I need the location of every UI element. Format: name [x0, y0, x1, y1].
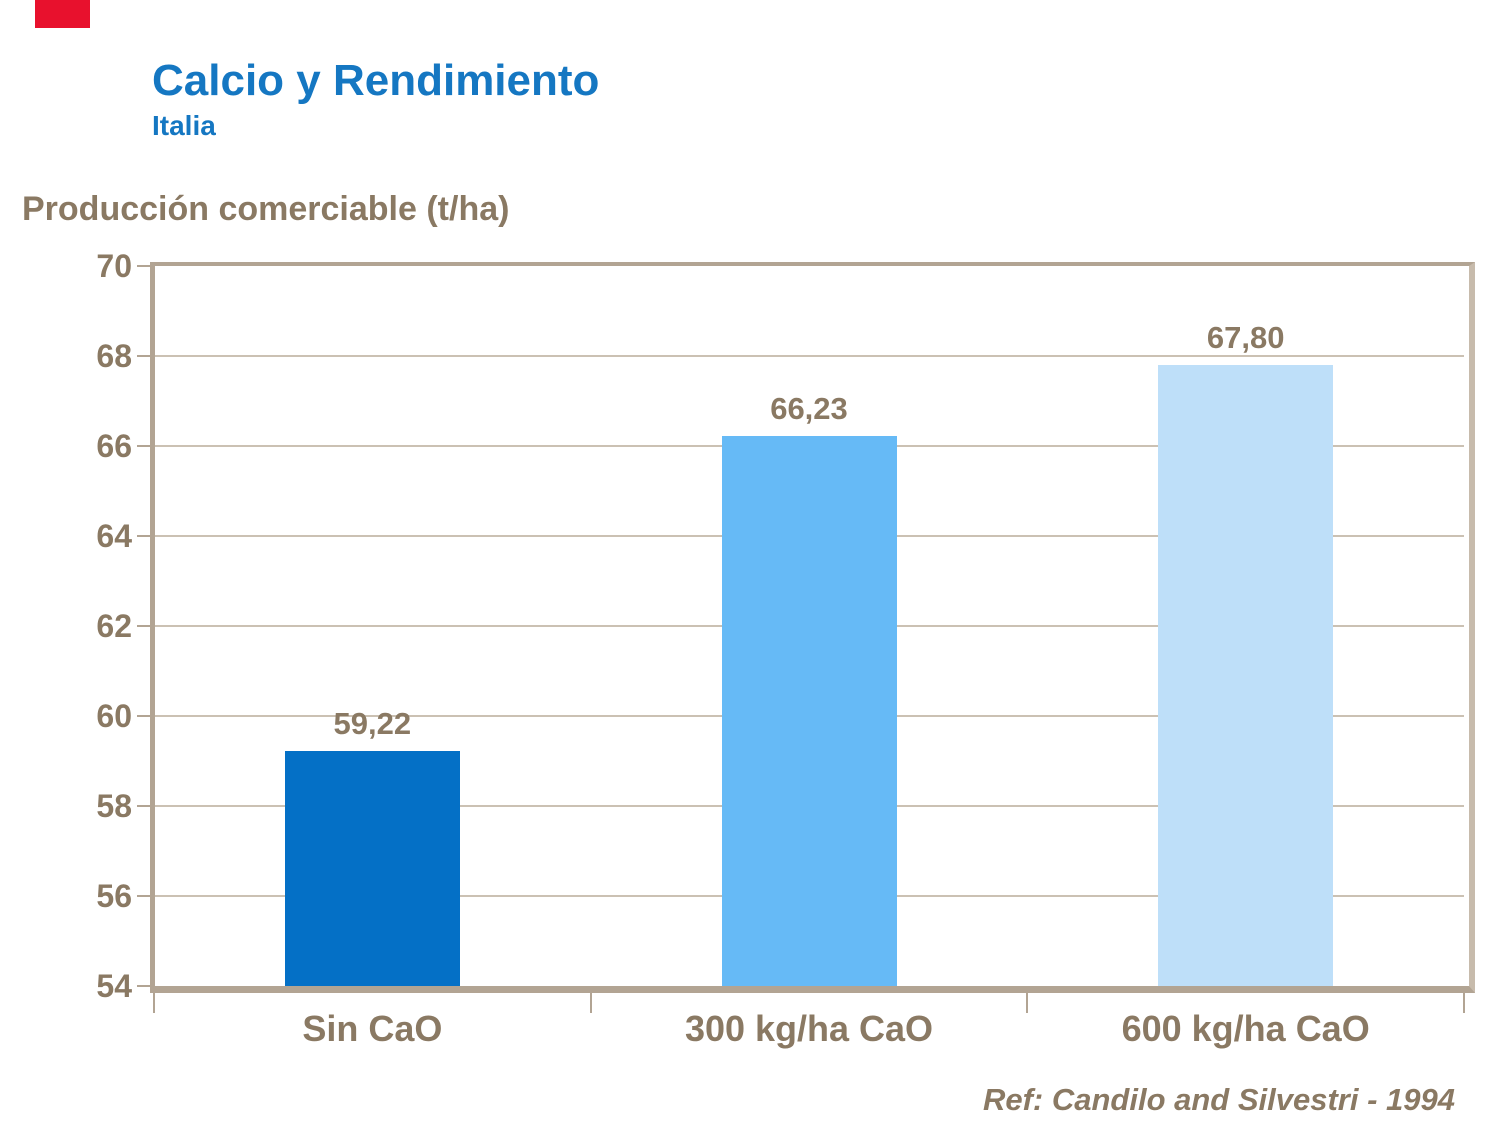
- y-axis-label-66: 66: [96, 428, 132, 464]
- bar-value-label-1: 66,23: [770, 390, 848, 426]
- y-tick-54: [137, 985, 150, 987]
- y-tick-62: [137, 625, 150, 627]
- bar-value-label-0: 59,22: [333, 706, 412, 742]
- page-title: Calcio y Rendimiento: [152, 56, 600, 105]
- y-axis-label-60: 60: [96, 698, 132, 734]
- y-axis-label-68: 68: [96, 338, 132, 374]
- y-tick-60: [137, 715, 150, 717]
- x-tick-1: [589, 993, 592, 1013]
- y-tick-70: [137, 265, 150, 267]
- x-tick-2: [1026, 993, 1029, 1013]
- y-axis-label-56: 56: [96, 878, 132, 914]
- x-tick-3: [1463, 993, 1465, 1013]
- y-tick-66: [137, 445, 150, 447]
- bar-300-kg-ha-cao: [721, 435, 897, 986]
- y-tick-58: [137, 805, 150, 807]
- y-axis-label-64: 64: [96, 518, 132, 554]
- gridline-68: [155, 355, 1464, 357]
- bar-value-label-2: 67,80: [1206, 320, 1285, 355]
- reference-text: Ref: Candilo and Silvestri - 1994: [982, 1082, 1455, 1117]
- bar-sin-cao: [284, 751, 460, 986]
- y-axis-label-58: 58: [96, 788, 132, 824]
- y-axis-label-62: 62: [96, 608, 132, 644]
- plot-area-frame: [150, 262, 1475, 993]
- y-tick-64: [137, 535, 150, 537]
- bar-600-kg-ha-cao: [1158, 365, 1334, 986]
- page-subtitle: Italia: [152, 110, 216, 141]
- x-axis-label-2: 600 kg/ha CaO: [1121, 1008, 1370, 1049]
- x-tick-0: [153, 993, 155, 1013]
- red-corner-marker: [35, 0, 90, 28]
- y-axis-label-54: 54: [96, 968, 132, 1004]
- x-axis-label-0: Sin CaO: [302, 1008, 443, 1049]
- y-tick-56: [137, 895, 150, 897]
- x-axis-label-1: 300 kg/ha CaO: [684, 1008, 934, 1049]
- y-tick-68: [137, 355, 150, 357]
- y-axis-label-70: 70: [96, 248, 132, 284]
- y-axis-title: Producción comerciable (t/ha): [22, 190, 510, 228]
